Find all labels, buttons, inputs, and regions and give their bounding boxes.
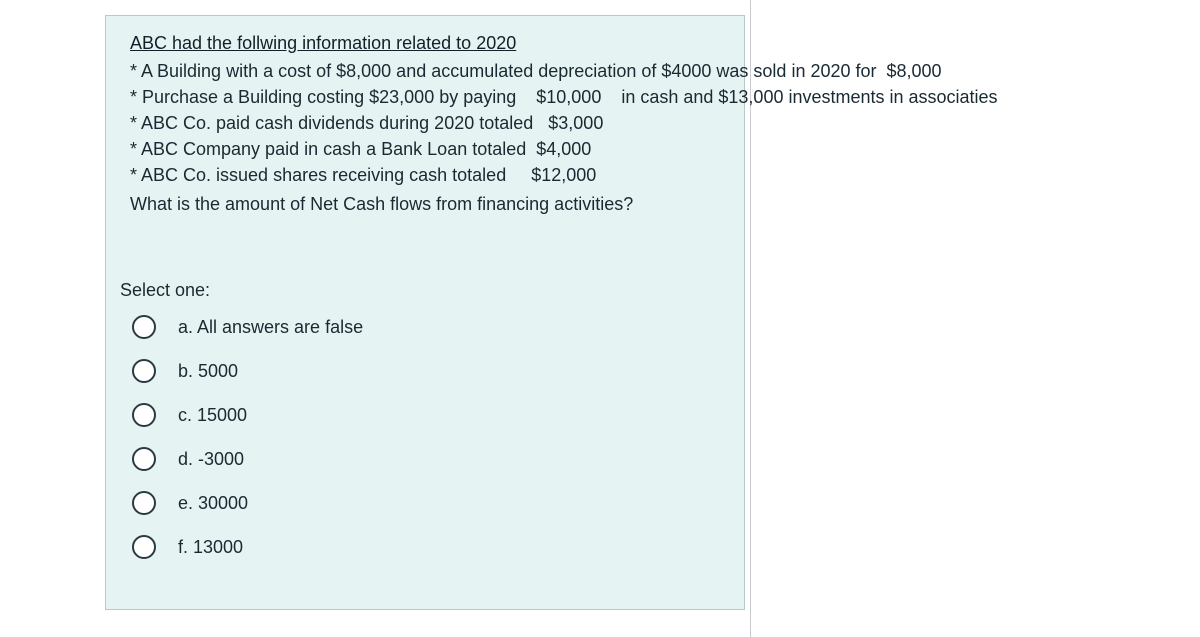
- option-f[interactable]: f. 13000: [132, 535, 363, 559]
- radio-icon[interactable]: [132, 491, 156, 515]
- question-line: * ABC Company paid in cash a Bank Loan t…: [130, 136, 998, 162]
- question-line: * Purchase a Building costing $23,000 by…: [130, 84, 998, 110]
- radio-icon[interactable]: [132, 359, 156, 383]
- question-heading: ABC had the follwing information related…: [130, 30, 998, 56]
- answer-block: Select one: a. All answers are false b. …: [120, 280, 363, 579]
- option-label: f. 13000: [178, 537, 243, 558]
- select-one-label: Select one:: [120, 280, 363, 301]
- option-a[interactable]: a. All answers are false: [132, 315, 363, 339]
- option-label: a. All answers are false: [178, 317, 363, 338]
- question-line: * A Building with a cost of $8,000 and a…: [130, 58, 998, 84]
- option-d[interactable]: d. -3000: [132, 447, 363, 471]
- option-e[interactable]: e. 30000: [132, 491, 363, 515]
- question-prompt: What is the amount of Net Cash flows fro…: [130, 191, 998, 217]
- option-label: b. 5000: [178, 361, 238, 382]
- radio-icon[interactable]: [132, 315, 156, 339]
- option-label: c. 15000: [178, 405, 247, 426]
- radio-icon[interactable]: [132, 535, 156, 559]
- option-c[interactable]: c. 15000: [132, 403, 363, 427]
- radio-icon[interactable]: [132, 403, 156, 427]
- question-text-block: ABC had the follwing information related…: [130, 30, 998, 217]
- radio-icon[interactable]: [132, 447, 156, 471]
- option-b[interactable]: b. 5000: [132, 359, 363, 383]
- question-line: * ABC Co. issued shares receiving cash t…: [130, 162, 998, 188]
- option-label: d. -3000: [178, 449, 244, 470]
- question-line: * ABC Co. paid cash dividends during 202…: [130, 110, 998, 136]
- option-label: e. 30000: [178, 493, 248, 514]
- page: ABC had the follwing information related…: [0, 0, 1200, 637]
